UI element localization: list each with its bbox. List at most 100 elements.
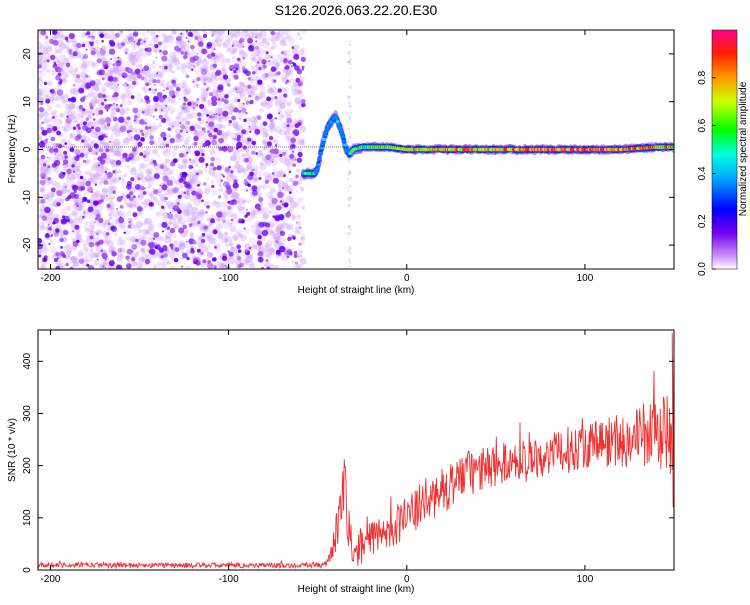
noise-speckle (214, 40, 219, 45)
noise-blob (145, 48, 148, 51)
noise-speckle (77, 163, 83, 168)
noise-speckle (116, 152, 122, 158)
noise-speckle (225, 58, 231, 64)
noise-speckle (46, 105, 53, 112)
noise-speckle (51, 180, 58, 187)
noise-speckle (176, 219, 182, 225)
noise-speckle (163, 168, 167, 173)
noise-speckle (129, 235, 136, 243)
noise-blob (101, 102, 105, 106)
noise-speckle (299, 186, 305, 192)
noise-speckle (58, 195, 66, 203)
noise-blob (185, 30, 188, 33)
noise-speckle (59, 234, 64, 238)
noise-streak (349, 58, 352, 61)
noise-blob (242, 69, 248, 74)
noise-blob (167, 127, 172, 131)
noise-speckle (170, 55, 178, 63)
noise-speckle (128, 53, 134, 59)
noise-speckle (71, 255, 78, 263)
noise-blob (100, 249, 103, 252)
noise-blob (133, 134, 141, 141)
noise-blob (200, 251, 204, 255)
trace-core (343, 143, 348, 147)
noise-speckle (163, 36, 171, 43)
noise-speckle (216, 123, 222, 129)
noise-blob (184, 51, 188, 55)
noise-blob (67, 98, 72, 102)
noise-blob (118, 217, 125, 224)
noise-speckle (76, 129, 83, 135)
noise-blob (152, 115, 155, 118)
noise-speckle (82, 264, 87, 268)
noise-blob (202, 259, 207, 264)
noise-speckle (111, 207, 115, 211)
noise-blob (57, 257, 59, 259)
trace-core (671, 145, 674, 149)
noise-blob (162, 94, 167, 99)
noise-speckle (53, 155, 59, 161)
chart-title: S126.2026.063.22.20.E30 (275, 2, 438, 18)
noise-blob (192, 80, 195, 83)
noise-blob (104, 258, 107, 261)
noise-speckle (170, 201, 174, 205)
noise-speckle (126, 259, 130, 263)
noise-blob (206, 114, 210, 117)
noise-blob (127, 36, 134, 43)
noise-speckle (162, 169, 170, 177)
noise-speckle (43, 47, 48, 52)
noise-speckle (173, 148, 177, 152)
noise-streak (347, 248, 351, 252)
noise-blob (180, 265, 184, 268)
noise-speckle (238, 81, 245, 88)
noise-blob (90, 190, 94, 194)
noise-blob (254, 128, 261, 135)
noise-speckle (187, 113, 194, 120)
noise-blob (97, 156, 103, 162)
noise-speckle (38, 91, 43, 97)
noise-blob (241, 107, 247, 113)
noise-speckle (230, 57, 236, 62)
noise-speckle (181, 64, 187, 70)
noise-speckle (279, 128, 286, 136)
noise-speckle (85, 260, 89, 264)
noise-speckle (294, 97, 301, 104)
noise-blob (227, 205, 232, 210)
noise-speckle (73, 257, 80, 265)
noise-speckle (153, 49, 157, 54)
noise-speckle (161, 172, 166, 176)
noise-blob (274, 144, 278, 147)
noise-speckle (99, 118, 106, 124)
noise-blob (201, 153, 205, 157)
noise-speckle (140, 162, 147, 169)
noise-streak (348, 79, 350, 81)
noise-speckle (90, 194, 95, 198)
noise-speckle (238, 80, 243, 85)
noise-speckle (246, 163, 253, 170)
noise-blob (211, 34, 215, 37)
noise-blob (242, 45, 245, 48)
noise-speckle (86, 108, 91, 113)
noise-blob (202, 143, 207, 147)
noise-blob (209, 115, 213, 119)
noise-streak (349, 228, 352, 231)
noise-streak (347, 86, 350, 88)
noise-speckle (69, 132, 74, 137)
noise-speckle (244, 261, 248, 265)
noise-blob (295, 221, 298, 224)
noise-speckle (53, 46, 57, 50)
noise-blob (153, 83, 156, 86)
noise-blob (79, 152, 85, 158)
noise-speckle (63, 124, 71, 132)
noise-speckle (145, 168, 152, 176)
noise-speckle (47, 181, 52, 185)
noise-speckle (164, 188, 173, 196)
noise-speckle (46, 80, 53, 87)
noise-speckle (100, 120, 105, 124)
noise-blob (50, 54, 56, 61)
noise-speckle (173, 59, 180, 66)
noise-blob (180, 124, 186, 130)
noise-blob (246, 211, 251, 216)
noise-speckle (142, 31, 147, 37)
noise-speckle (210, 30, 218, 36)
